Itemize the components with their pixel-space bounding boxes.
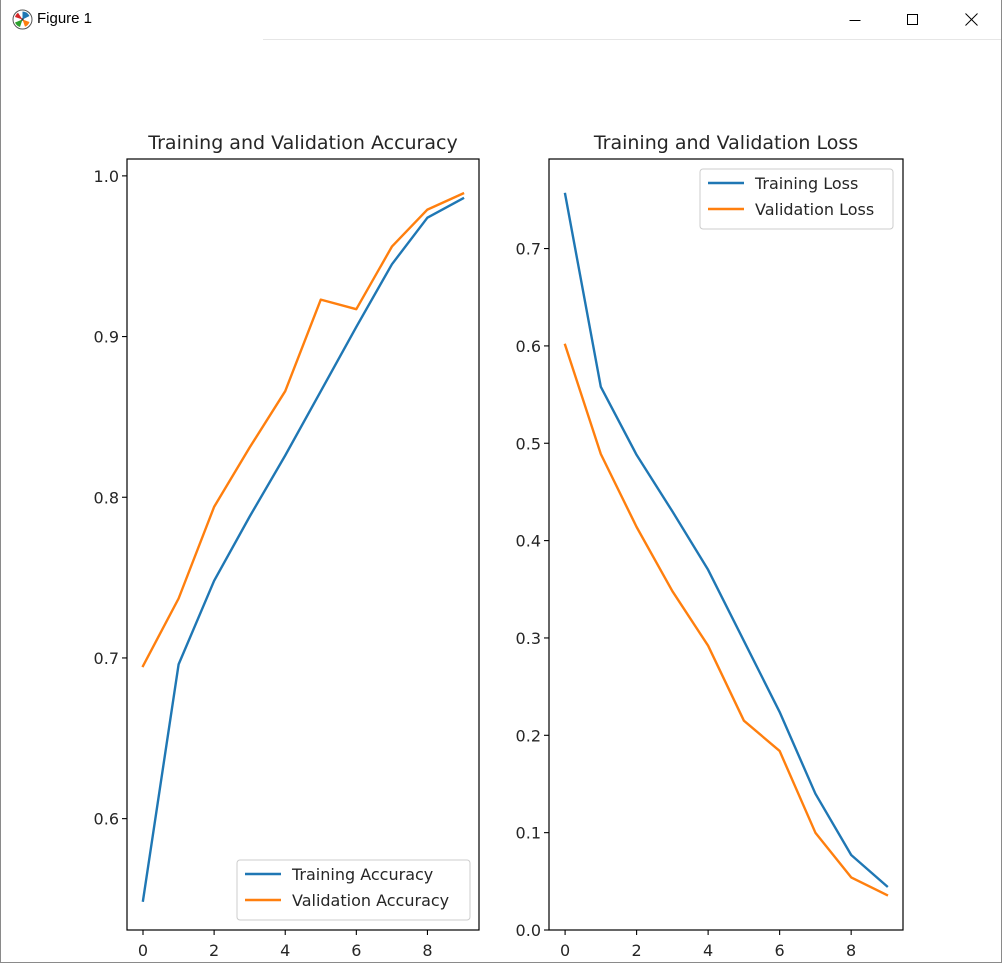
legend-label: Validation Accuracy [292,891,449,910]
y-tick-label: 0.7 [94,649,119,668]
title-bar-separator [263,39,1001,40]
minimize-icon [849,19,861,21]
series-line-2 [141,191,465,668]
plot-frame [548,158,904,931]
series-line-1 [141,196,465,902]
legend-label: Training Accuracy [291,865,433,884]
x-tick-label: 4 [703,941,713,960]
minimize-button[interactable] [826,0,884,39]
y-tick-label: 0.0 [516,921,541,940]
x-tick-label: 8 [422,941,432,960]
x-tick-label: 2 [632,941,642,960]
y-tick-label: 0.7 [516,240,541,259]
x-tick-label: 0 [138,941,148,960]
chart-1: Training and Validation Accuracy 0 2 4 6 8 0.6… [94,132,480,960]
legend: Training Accuracy Validation Accuracy [236,859,471,921]
y-tick-label: 0.8 [94,488,119,507]
chart-title: Training and Validation Accuracy [147,132,457,154]
legend-box [236,859,471,921]
y-tick-label: 1.0 [94,167,119,186]
matplotlib-icon [12,9,33,30]
maximize-button[interactable] [884,0,942,39]
x-tick-label: 4 [280,941,290,960]
maximize-icon [907,13,918,25]
title-bar[interactable]: Figure 1 [1,0,1001,39]
x-tick-label: 2 [209,941,219,960]
y-tick-label: 0.6 [94,810,119,829]
y-tick-label: 0.5 [516,434,541,453]
y-tick-label: 0.4 [516,532,541,551]
x-tick-label: 8 [846,941,856,960]
legend-label: Training Loss [754,174,858,193]
series-line-2 [563,343,889,897]
chart-2: Training and Validation Loss 0 2 4 6 8 0.0 0.1 0… [516,132,904,960]
y-tick-label: 0.2 [516,726,541,745]
x-tick-label: 0 [560,941,570,960]
legend: Training Loss Validation Loss [699,168,894,230]
window-title: Figure 1 [37,10,93,27]
close-button[interactable] [942,0,1000,39]
y-tick-label: 0.1 [516,824,541,843]
legend-box [699,168,894,230]
series-line-1 [563,192,889,888]
x-tick-label: 6 [351,941,361,960]
y-tick-label: 0.6 [516,337,541,356]
plot-frame [126,158,480,931]
legend-label: Validation Loss [755,200,874,219]
x-tick-label: 6 [775,941,785,960]
y-tick-label: 0.3 [516,629,541,648]
close-icon [964,13,978,26]
y-tick-label: 0.9 [94,328,119,347]
chart-title: Training and Validation Loss [593,132,858,154]
